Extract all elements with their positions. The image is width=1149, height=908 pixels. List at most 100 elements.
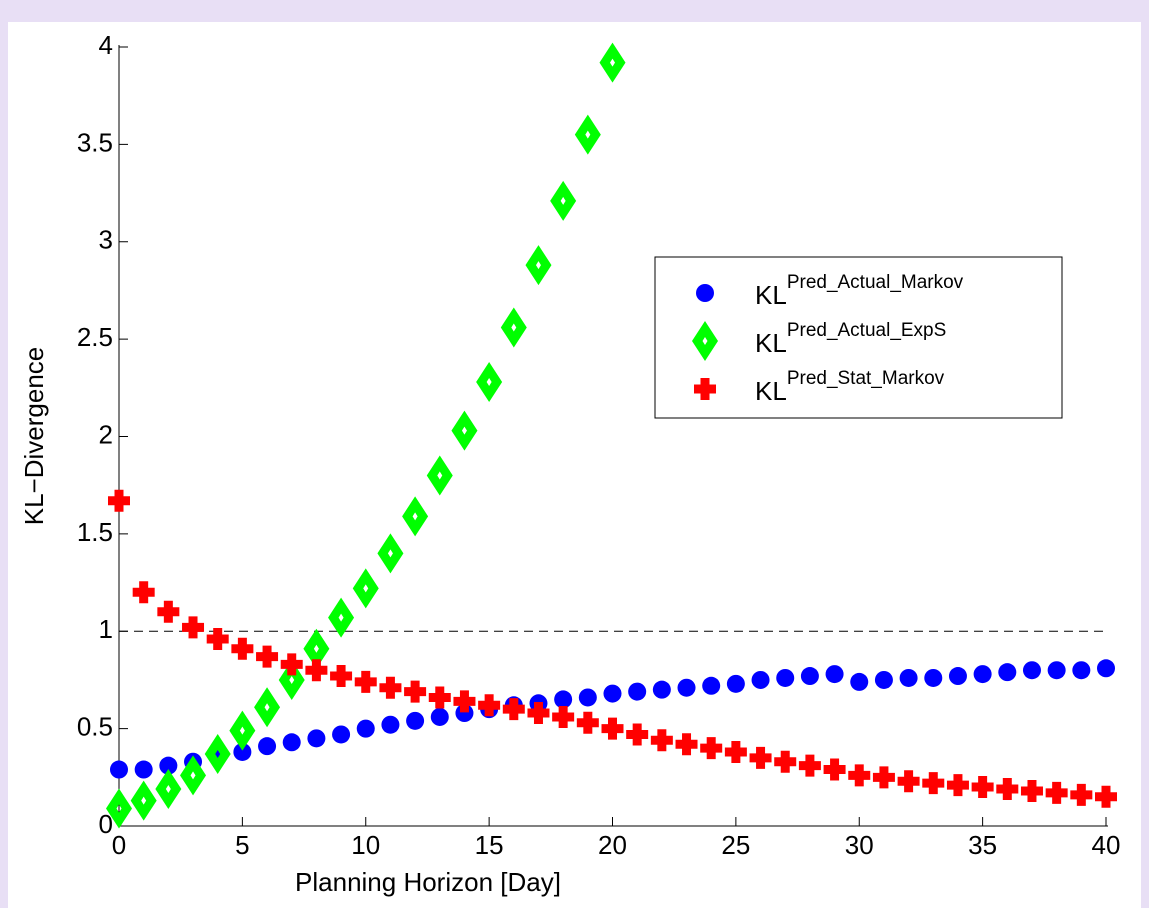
diamond-outline (599, 42, 626, 83)
point (108, 489, 130, 512)
point (110, 760, 128, 779)
diamond-outline (180, 755, 207, 796)
y-tick-label: 1 (99, 614, 113, 644)
diamond-outline (278, 659, 305, 700)
diamond-outline (377, 533, 404, 574)
diamond-outline (204, 733, 231, 774)
x-axis-label: Planning Horizon [Day] (295, 867, 561, 897)
point (948, 667, 967, 686)
point (229, 710, 256, 751)
point (1022, 661, 1041, 680)
point (776, 668, 795, 687)
point (971, 776, 994, 799)
diamond-outline (550, 180, 577, 221)
point (256, 645, 279, 668)
legend-label: KLPred_Actual_ExpS (755, 320, 946, 358)
point (330, 665, 353, 688)
point (451, 410, 478, 451)
diamond-outline (692, 321, 718, 361)
point (352, 568, 379, 609)
x-tick-label: 0 (112, 830, 126, 860)
diamond-outline (476, 361, 503, 402)
diamond-outline (426, 455, 453, 496)
point (404, 680, 427, 703)
point (305, 659, 328, 682)
point (182, 616, 205, 639)
point (996, 777, 1019, 800)
point (850, 672, 869, 691)
y-tick-label: 3 (99, 225, 113, 255)
point (626, 723, 649, 746)
point (1070, 783, 1093, 806)
diamond-outline (130, 780, 157, 821)
y-tick-label: 0 (99, 809, 113, 839)
point (282, 733, 301, 752)
x-tick-label: 15 (475, 830, 504, 860)
point (233, 742, 252, 761)
point (356, 719, 375, 738)
point (677, 678, 696, 697)
x-tick-label: 20 (598, 830, 627, 860)
legend-name: KL (755, 328, 787, 358)
point (1020, 779, 1043, 802)
point (897, 770, 920, 793)
point (406, 711, 425, 730)
diamond-outline (402, 496, 429, 537)
point (502, 698, 525, 721)
point (381, 715, 400, 734)
point (258, 737, 277, 756)
point (574, 114, 601, 155)
y-tick-label: 4 (99, 30, 113, 60)
point (426, 455, 453, 496)
point (476, 361, 503, 402)
point (700, 737, 723, 760)
point (206, 628, 229, 651)
point (724, 740, 747, 763)
legend: KLPred_Actual_MarkovKLPred_Actual_ExpSKL… (654, 256, 1063, 419)
point (874, 670, 893, 689)
point (628, 682, 647, 701)
point (402, 496, 429, 537)
point (924, 668, 943, 687)
legend-name: KL (755, 280, 787, 310)
point (525, 245, 552, 286)
y-tick-label: 2.5 (77, 322, 113, 352)
point (749, 746, 772, 769)
point (872, 766, 895, 789)
diamond-outline (229, 710, 256, 751)
legend-label: KLPred_Actual_Markov (755, 272, 964, 310)
y-axis-label: KL−Divergence (19, 347, 49, 526)
x-tick-label: 30 (845, 830, 874, 860)
point (576, 711, 599, 734)
point (601, 717, 624, 740)
point (155, 768, 182, 809)
point (428, 686, 451, 709)
x-tick-label: 25 (721, 830, 750, 860)
x-tick-label: 40 (1092, 830, 1121, 860)
x-tick-label: 10 (351, 830, 380, 860)
legend-marker (692, 321, 718, 361)
point (430, 707, 449, 726)
diamond-outline (451, 410, 478, 451)
legend-superscript: Pred_Stat_Markov (787, 368, 945, 389)
point (922, 772, 945, 795)
legend-marker (696, 284, 714, 302)
point (231, 637, 254, 660)
point (280, 653, 303, 676)
point (377, 533, 404, 574)
point (946, 774, 969, 797)
legend-superscript: Pred_Actual_Markov (787, 272, 964, 293)
point (354, 670, 377, 693)
x-tick-label: 35 (968, 830, 997, 860)
point (798, 754, 821, 777)
point (157, 600, 180, 623)
point (527, 702, 550, 725)
point (134, 760, 153, 779)
point (254, 687, 281, 728)
point (328, 597, 355, 638)
diamond-outline (303, 628, 330, 669)
point (751, 670, 770, 689)
point (652, 680, 671, 699)
point (332, 725, 351, 744)
